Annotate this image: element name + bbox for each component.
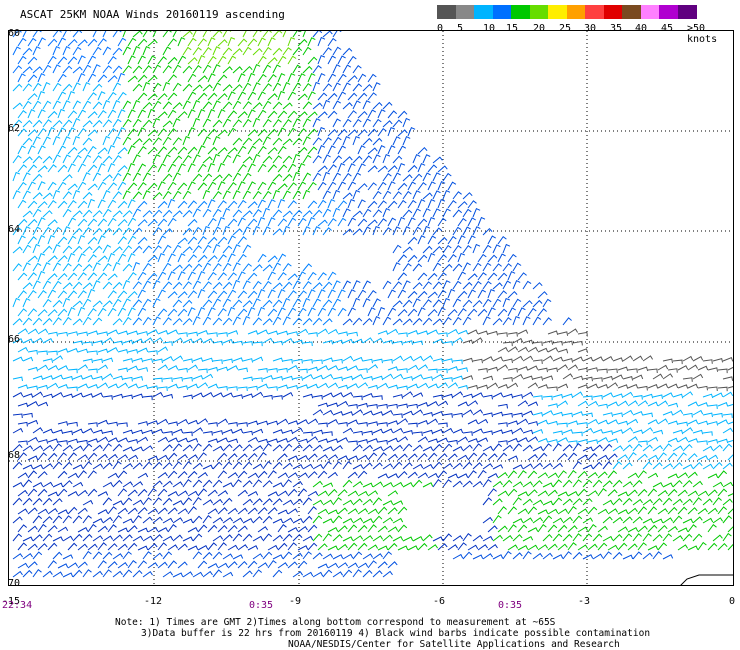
scale-swatch [622, 5, 641, 19]
scale-swatch [437, 5, 456, 19]
scale-swatch [529, 5, 549, 19]
coastline [680, 574, 733, 585]
note-line-3: NOAA/NESDIS/Center for Satellite Applica… [288, 639, 620, 650]
scale-tick-label: >50 knots [687, 23, 718, 45]
scale-swatch [659, 5, 678, 19]
scale-swatch [492, 5, 512, 19]
lon-label: -3 [578, 596, 591, 607]
wind-map[interactable] [8, 30, 734, 586]
lon-label: 0 [729, 596, 736, 607]
scale-tick-label: 45 [661, 23, 674, 34]
lon-label: -9 [289, 596, 302, 607]
lon-label: -12 [144, 596, 163, 607]
lat-label: 70 [8, 578, 21, 589]
scale-tick-label: 35 [610, 23, 623, 34]
scale-tick-label: 40 [635, 23, 648, 34]
scale-swatch [603, 5, 623, 19]
note-line-1: Note: 1) Times are GMT 2)Times along bot… [115, 617, 556, 628]
wind-barbs [12, 31, 733, 578]
scale-swatch [511, 5, 530, 19]
lat-label: 64 [8, 224, 21, 235]
scale-swatch [640, 5, 660, 19]
lat-label: 60 [8, 28, 21, 39]
scale-tick-label: 5 [457, 23, 464, 34]
scale-tick-label: 0 [437, 23, 444, 34]
scale-swatch [566, 5, 586, 19]
lat-label: 62 [8, 123, 21, 134]
lon-label: -15 [2, 596, 21, 607]
time-label-1: 22:34 [2, 600, 33, 611]
lat-label: 68 [8, 450, 21, 461]
scale-tick-label: 15 [506, 23, 519, 34]
note-line-2: 3)Data buffer is 22 hrs from 20160119 4)… [141, 628, 651, 639]
time-label-3: 0:35 [498, 600, 523, 611]
map-title: ASCAT 25KM NOAA Winds 20160119 ascending [20, 8, 285, 21]
scale-swatch [548, 5, 567, 19]
scale-tick-label: 10 [483, 23, 496, 34]
scale-swatch [455, 5, 475, 19]
lon-label: -6 [433, 596, 446, 607]
time-label-2: 0:35 [249, 600, 274, 611]
wind-barb-field [9, 31, 733, 585]
scale-swatch [585, 5, 604, 19]
scale-tick-label: 25 [559, 23, 572, 34]
scale-swatch [474, 5, 493, 19]
scale-tick-label: 20 [533, 23, 546, 34]
lat-label: 66 [8, 334, 21, 345]
scale-swatch [677, 5, 697, 19]
scale-tick-label: 30 [584, 23, 597, 34]
